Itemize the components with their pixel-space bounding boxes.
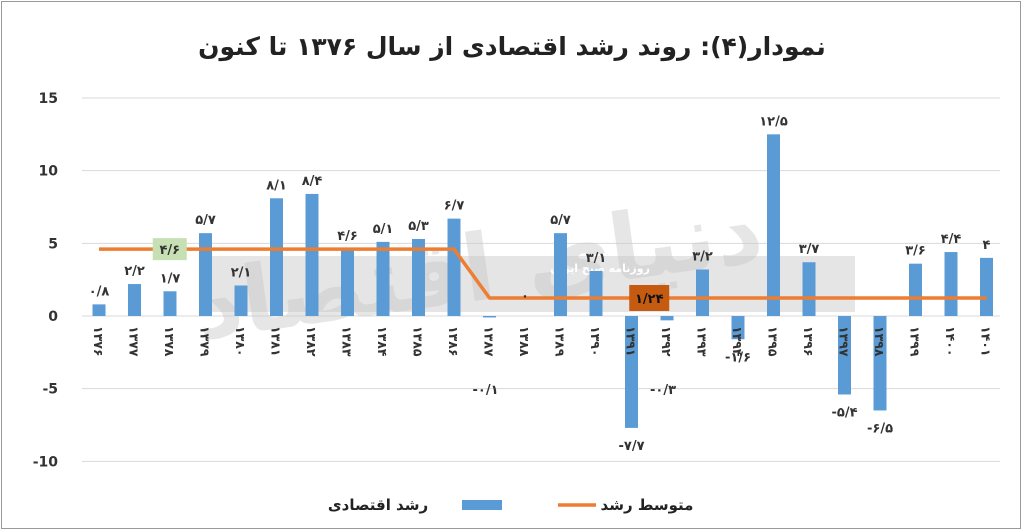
bar — [731, 316, 745, 340]
x-tick-label: ۱۳۹۹ — [908, 326, 923, 357]
data-label: ۴ — [983, 238, 991, 253]
x-tick-label: ۱۳۹۵ — [766, 326, 781, 357]
bar — [909, 263, 922, 316]
x-tick-label: ۱۳۷۷ — [127, 326, 142, 357]
chart-title: نمودار(۴): روند رشد اقتصادی از سال ۱۳۷۶ … — [198, 32, 826, 62]
average-line-series — [99, 247, 987, 300]
x-tick-label: ۱۳۹۴ — [730, 326, 745, 357]
data-label: ۵/۷ — [550, 213, 571, 228]
average-line: ۴/۶ ۱/۲۴ — [99, 238, 987, 311]
bar — [376, 241, 390, 316]
average-label: ۱/۲۴ — [635, 292, 664, 307]
data-labels: ۰/۸ ۲/۲ ۱/۷ ۵/۷ ۲/۱ ۸/۱ ۸/۴ ۴/۶ ۵/۱ ۵/۳ ۶/۷ -۰/۱ ۰ ۵/… — [89, 114, 991, 454]
bar — [341, 249, 354, 316]
data-label: ۴/۶ — [337, 229, 358, 244]
data-label: ۰/۸ — [89, 284, 110, 299]
data-label: ۵/۳ — [408, 219, 429, 234]
data-label: -۰/۳ — [650, 383, 676, 398]
bar — [128, 284, 141, 316]
data-label: ۱۲/۵ — [759, 114, 788, 129]
bar — [589, 270, 603, 316]
bar — [696, 269, 709, 316]
x-tick-label: ۱۳۸۰ — [233, 326, 248, 357]
x-tick-label: ۱۳۹۷ — [837, 326, 852, 357]
data-label: -۷/۷ — [618, 439, 644, 454]
y-tick-label: 0 — [48, 309, 58, 325]
bar — [163, 291, 177, 316]
x-tick-label: ۱۳۹۰ — [588, 326, 603, 357]
x-axis: ۱۳۷۶ ۱۳۷۷ ۱۳۷۸ ۱۳۷۹ ۱۳۸۰ ۱۳۸۱ ۱۳۸۲ ۱۳۸۳ ۱۳۸۴ ۱۳۸۵… — [91, 326, 994, 357]
x-tick-label: ۱۳۹۱ — [624, 326, 639, 357]
y-tick-label: -10 — [33, 454, 59, 470]
x-tick-label: ۱۳۷۹ — [198, 326, 213, 357]
x-tick-label: ۱۴۰۰ — [943, 326, 958, 357]
watermark-subtitle: روزنامه صبح ایران — [550, 262, 650, 275]
x-tick-label: ۱۳۸۵ — [411, 326, 426, 357]
data-label: ۱/۷ — [160, 271, 181, 286]
legend-label: رشد اقتصادی — [328, 496, 428, 514]
data-label: -۶/۵ — [867, 421, 893, 436]
data-label: ۳/۶ — [905, 244, 926, 259]
bar — [447, 218, 461, 316]
bar — [234, 285, 248, 316]
bar — [412, 238, 425, 316]
bar — [305, 193, 319, 316]
data-label: ۳/۷ — [799, 242, 820, 257]
x-tick-label: ۱۴۰۱ — [979, 326, 994, 357]
x-tick-label: ۱۳۷۸ — [162, 326, 177, 357]
bar — [802, 262, 816, 316]
x-tick-label: ۱۳۸۹ — [553, 326, 568, 357]
bar — [625, 316, 638, 428]
bar — [270, 198, 283, 316]
data-label: ۶/۷ — [444, 199, 465, 214]
data-label: ۸/۱ — [266, 178, 287, 193]
bar — [873, 316, 887, 411]
y-tick-label: 15 — [39, 91, 58, 107]
legend-swatch-bar — [462, 500, 502, 510]
bar — [92, 304, 106, 316]
data-label: -۱/۶ — [725, 350, 751, 365]
x-tick-label: ۱۳۸۲ — [304, 326, 319, 357]
data-label: -۰/۱ — [472, 383, 498, 398]
y-tick-label: 10 — [39, 164, 59, 180]
x-tick-label: ۱۳۹۲ — [659, 326, 674, 357]
y-tick-label: 5 — [48, 236, 58, 252]
data-label: ۳/۲ — [692, 249, 713, 264]
data-label: -۵/۴ — [831, 405, 857, 420]
bar — [554, 233, 567, 316]
bar — [944, 252, 958, 316]
bar — [483, 316, 496, 318]
average-label-box — [629, 284, 670, 311]
bar — [980, 257, 993, 316]
x-tick-label: ۱۳۹۳ — [695, 326, 710, 357]
bar — [838, 316, 851, 395]
data-label: ۳/۱ — [586, 251, 607, 266]
data-label: ۲/۱ — [231, 265, 252, 280]
average-label: ۴/۶ — [159, 243, 180, 258]
x-tick-label: ۱۳۹۸ — [872, 326, 887, 357]
x-tick-label: ۱۳۸۸ — [517, 326, 532, 357]
bar — [767, 134, 780, 316]
y-tick-label: -5 — [42, 382, 58, 398]
data-label: ۸/۴ — [302, 174, 323, 189]
data-label: ۵/۷ — [195, 213, 216, 228]
average-label-box — [152, 238, 187, 261]
data-label: ۲/۲ — [124, 264, 145, 279]
x-tick-label: ۱۳۸۷ — [482, 326, 497, 357]
legend-label: متوسط رشد — [601, 496, 694, 514]
x-tick-label: ۱۳۹۶ — [801, 326, 816, 357]
x-tick-label: ۱۳۸۳ — [340, 326, 355, 357]
data-label: ۴/۴ — [941, 232, 962, 247]
x-tick-label: ۱۳۸۴ — [375, 326, 390, 357]
bar — [660, 316, 674, 321]
x-tick-label: ۱۳۸۱ — [269, 326, 284, 357]
bar — [199, 233, 212, 316]
legend: رشد اقتصادی متوسط رشد — [328, 496, 694, 514]
bars — [92, 134, 993, 428]
data-label: ۵/۱ — [373, 222, 394, 237]
x-tick-label: ۱۳۸۶ — [446, 326, 461, 357]
x-tick-label: ۱۳۷۶ — [91, 326, 106, 357]
data-label: ۰ — [521, 289, 529, 304]
